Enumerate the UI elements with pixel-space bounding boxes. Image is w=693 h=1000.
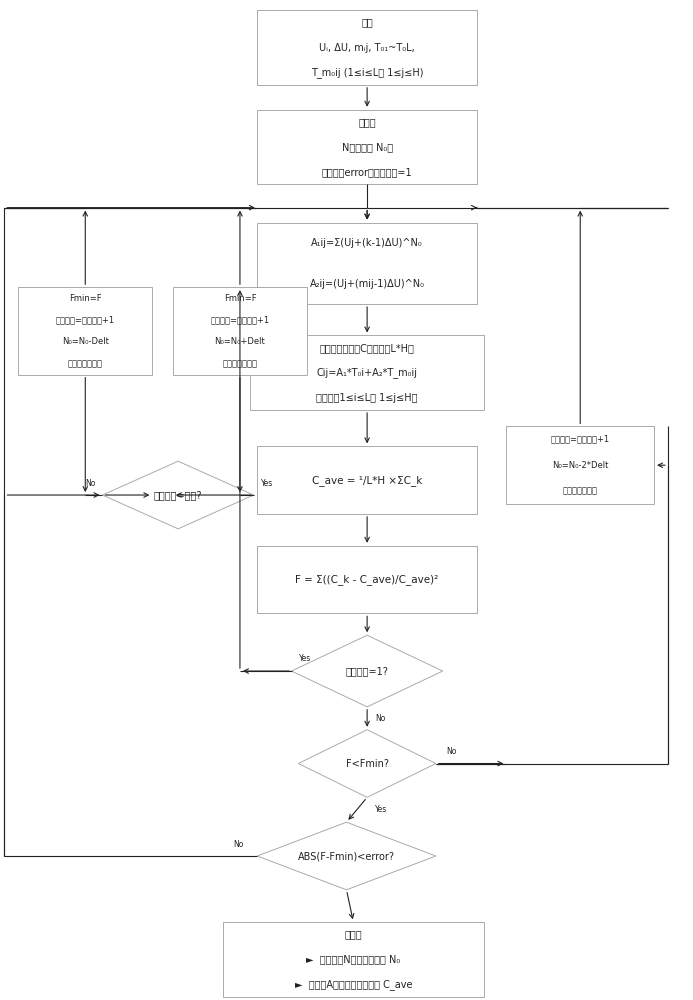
- FancyBboxPatch shape: [18, 287, 152, 375]
- Text: ABS(F-Fmin)<error?: ABS(F-Fmin)<error?: [298, 851, 395, 861]
- Text: 迭代误差error、迭代次数=1: 迭代误差error、迭代次数=1: [322, 167, 412, 177]
- Text: A₁ij=Σ(Uj+(k-1)ΔU)^N₀: A₁ij=Σ(Uj+(k-1)ΔU)^N₀: [311, 238, 423, 248]
- Polygon shape: [103, 461, 254, 529]
- Text: 迭代次数=1?: 迭代次数=1?: [346, 666, 389, 676]
- Text: Uᵢ, ΔU, mᵢj, T₀₁~T₀L,: Uᵢ, ΔU, mᵢj, T₀₁~T₀L,: [319, 43, 415, 53]
- Text: ►  材料的A参数的计算结果： C_ave: ► 材料的A参数的计算结果： C_ave: [295, 979, 412, 990]
- Text: N₀=N₀-Delt: N₀=N₀-Delt: [62, 337, 109, 346]
- Polygon shape: [292, 635, 443, 707]
- Text: 迭代次数=迭代次数+1: 迭代次数=迭代次数+1: [211, 316, 270, 325]
- Text: Yes: Yes: [376, 805, 387, 814]
- Text: 输入: 输入: [361, 18, 373, 28]
- Text: No: No: [233, 840, 243, 849]
- FancyBboxPatch shape: [250, 335, 484, 410]
- FancyBboxPatch shape: [507, 426, 654, 504]
- Text: F = Σ((C_k - C_ave)/C_ave)²: F = Σ((C_k - C_ave)/C_ave)²: [295, 574, 439, 585]
- Text: C_ave = ¹/L*H ×ΣC_k: C_ave = ¹/L*H ×ΣC_k: [312, 475, 422, 486]
- FancyBboxPatch shape: [257, 110, 477, 184]
- Text: F<Fmin?: F<Fmin?: [346, 759, 389, 769]
- Text: Yes: Yes: [261, 479, 273, 488]
- Text: A₂ij=(Uj+(mij-1)ΔU)^N₀: A₂ij=(Uj+(mij-1)ΔU)^N₀: [310, 279, 425, 289]
- Text: T_m₀ij (1≤i≤L， 1≤j≤H): T_m₀ij (1≤i≤L， 1≤j≤H): [311, 67, 423, 78]
- Polygon shape: [257, 822, 436, 890]
- Text: 搜索方式：减小: 搜索方式：减小: [68, 359, 103, 368]
- Text: N₀=N₀-2*Delt: N₀=N₀-2*Delt: [552, 461, 608, 470]
- FancyBboxPatch shape: [257, 546, 477, 613]
- FancyBboxPatch shape: [257, 446, 477, 514]
- Text: N₀=N₀+Delt: N₀=N₀+Delt: [215, 337, 265, 346]
- FancyBboxPatch shape: [257, 223, 477, 304]
- Polygon shape: [299, 730, 436, 797]
- Text: Fmin=F: Fmin=F: [69, 294, 102, 303]
- Text: No: No: [446, 747, 457, 756]
- Text: 搜索方式=增加?: 搜索方式=增加?: [154, 490, 202, 500]
- Text: 给定：: 给定：: [358, 117, 376, 127]
- Text: 式中，（1≤i≤L， 1≤j≤H）: 式中，（1≤i≤L， 1≤j≤H）: [317, 393, 418, 403]
- Text: 迭代次数=迭代次数+1: 迭代次数=迭代次数+1: [551, 435, 610, 444]
- Text: N的初値： N₀，: N的初値： N₀，: [342, 142, 393, 152]
- Text: ►  耐压指数N的计算结果： N₀: ► 耐压指数N的计算结果： N₀: [306, 954, 401, 964]
- FancyBboxPatch shape: [173, 287, 307, 375]
- Text: No: No: [85, 479, 96, 488]
- Text: No: No: [376, 714, 386, 723]
- Text: Cij=A₁*T₀i+A₂*T_m₀ij: Cij=A₁*T₀i+A₂*T_m₀ij: [317, 367, 418, 378]
- Text: Yes: Yes: [299, 654, 311, 663]
- Text: 计算每个试样的C値，共计L*H个: 计算每个试样的C値，共计L*H个: [319, 343, 414, 353]
- Text: Fmin=F: Fmin=F: [224, 294, 256, 303]
- FancyBboxPatch shape: [222, 922, 484, 997]
- Text: 输出：: 输出：: [344, 930, 362, 940]
- Text: 搜索方式：增大: 搜索方式：增大: [222, 359, 257, 368]
- FancyBboxPatch shape: [257, 10, 477, 85]
- Text: 迭代次数=迭代次数+1: 迭代次数=迭代次数+1: [55, 316, 115, 325]
- Text: 搜索方式：减小: 搜索方式：减小: [563, 487, 598, 496]
